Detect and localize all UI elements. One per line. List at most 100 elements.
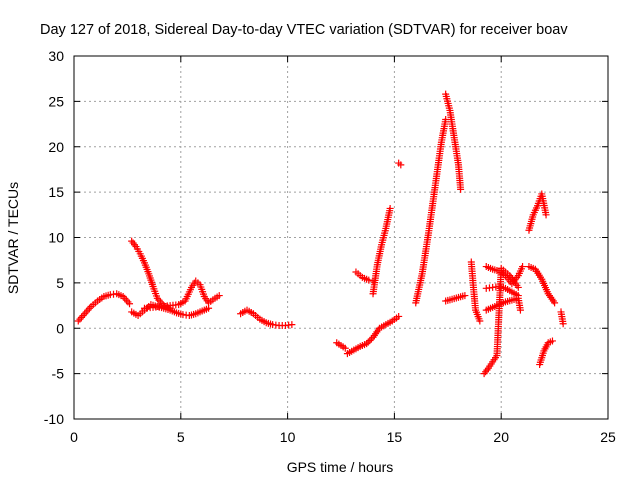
data-point-run	[152, 303, 163, 311]
series-arc-13	[442, 292, 469, 305]
y-tick-label: 0	[56, 320, 64, 336]
data-point-run	[497, 283, 507, 292]
data-point	[551, 299, 559, 307]
data-point-run	[150, 285, 160, 300]
data-point-run	[545, 292, 557, 305]
data-point-run	[141, 261, 152, 276]
series-arc-10	[395, 159, 405, 169]
data-point-run	[482, 366, 491, 376]
data-point	[559, 320, 567, 328]
data-point-run	[96, 294, 106, 304]
series-arc-16	[482, 263, 527, 288]
data-point-run	[252, 312, 262, 321]
series-arc-07	[343, 312, 403, 358]
data-point-run	[527, 263, 537, 272]
x-tick-label: 5	[177, 429, 185, 445]
data-point	[457, 185, 465, 193]
series-arc-21	[536, 337, 556, 369]
data-point-run	[538, 192, 550, 216]
data-point	[341, 344, 349, 352]
data-point-run	[207, 296, 217, 305]
y-tick-label: 25	[48, 93, 64, 109]
data-point-run	[484, 263, 495, 272]
data-point-run	[536, 349, 547, 366]
data-point-run	[446, 109, 458, 139]
data-point-run	[264, 319, 275, 328]
data-points	[74, 90, 567, 378]
data-point-run	[457, 292, 467, 301]
data-point-run	[189, 279, 198, 289]
data-point-run	[354, 270, 364, 280]
data-point-run	[175, 309, 185, 318]
data-point-run	[194, 308, 204, 317]
data-point-run	[491, 266, 501, 274]
data-point	[126, 300, 134, 308]
data-point-run	[493, 267, 505, 357]
data-point-run	[115, 291, 125, 300]
data-point	[288, 321, 296, 329]
data-point	[516, 306, 524, 314]
series-arc-11	[412, 116, 450, 307]
series-arc-12	[442, 90, 465, 193]
data-point	[215, 292, 223, 300]
data-point-run	[442, 92, 453, 112]
data-point	[548, 337, 556, 345]
data-point-run	[245, 307, 255, 317]
data-point	[542, 211, 550, 219]
data-point-run	[451, 136, 462, 167]
data-point-run	[369, 263, 381, 296]
data-point-run	[133, 245, 143, 255]
data-point-run	[526, 213, 537, 232]
data-point-run	[177, 298, 187, 307]
data-point-run	[425, 186, 439, 235]
data-point-run	[200, 305, 210, 314]
data-point-run	[431, 140, 445, 189]
data-point-run	[378, 322, 388, 331]
series-arc-20	[525, 263, 559, 307]
data-point-run	[89, 299, 99, 309]
data-point-run	[507, 273, 517, 283]
series-arc-05	[237, 306, 296, 330]
series-arc-22	[557, 308, 567, 328]
data-point-run	[239, 307, 249, 317]
data-point-run	[102, 291, 112, 300]
data-point-run	[370, 326, 382, 340]
y-tick-label: -5	[52, 366, 65, 382]
y-tick-label: 15	[48, 184, 64, 200]
data-point-run	[187, 310, 198, 319]
series-arc-19	[525, 190, 550, 234]
y-tick-label: 20	[48, 139, 64, 155]
data-point	[397, 161, 405, 169]
data-point-run	[472, 308, 483, 323]
x-tick-label: 20	[493, 429, 509, 445]
y-tick-label: 10	[48, 230, 64, 246]
data-point-run	[360, 274, 371, 283]
series-arc-14	[467, 258, 484, 325]
data-point-run	[162, 305, 172, 313]
x-axis-ticks: 0 5 10 15 20 25	[70, 56, 616, 445]
data-point-run	[384, 318, 394, 327]
data-point	[74, 317, 82, 325]
x-tick-label: 10	[280, 429, 296, 445]
data-point-run	[541, 341, 551, 353]
data-point-run	[515, 265, 525, 277]
data-point-run	[358, 341, 368, 349]
data-point-run	[491, 302, 501, 310]
data-point	[363, 340, 371, 348]
data-point-run	[382, 207, 394, 230]
data-point-run	[533, 267, 545, 281]
x-tick-label: 25	[600, 429, 616, 445]
data-point-run	[486, 360, 495, 370]
data-point-run	[510, 295, 520, 304]
series-arc-17	[482, 283, 522, 300]
data-point-run	[182, 286, 194, 303]
data-point-run	[130, 309, 140, 318]
chart-title: Day 127 of 2018, Sidereal Day-to-day VTE…	[40, 22, 568, 38]
data-point-run	[145, 272, 156, 288]
data-point-run	[82, 304, 93, 316]
data-point-run	[467, 260, 477, 289]
x-axis-label: GPS time / hours	[287, 459, 394, 475]
data-point-run	[136, 308, 146, 318]
data-point-run	[412, 272, 426, 305]
